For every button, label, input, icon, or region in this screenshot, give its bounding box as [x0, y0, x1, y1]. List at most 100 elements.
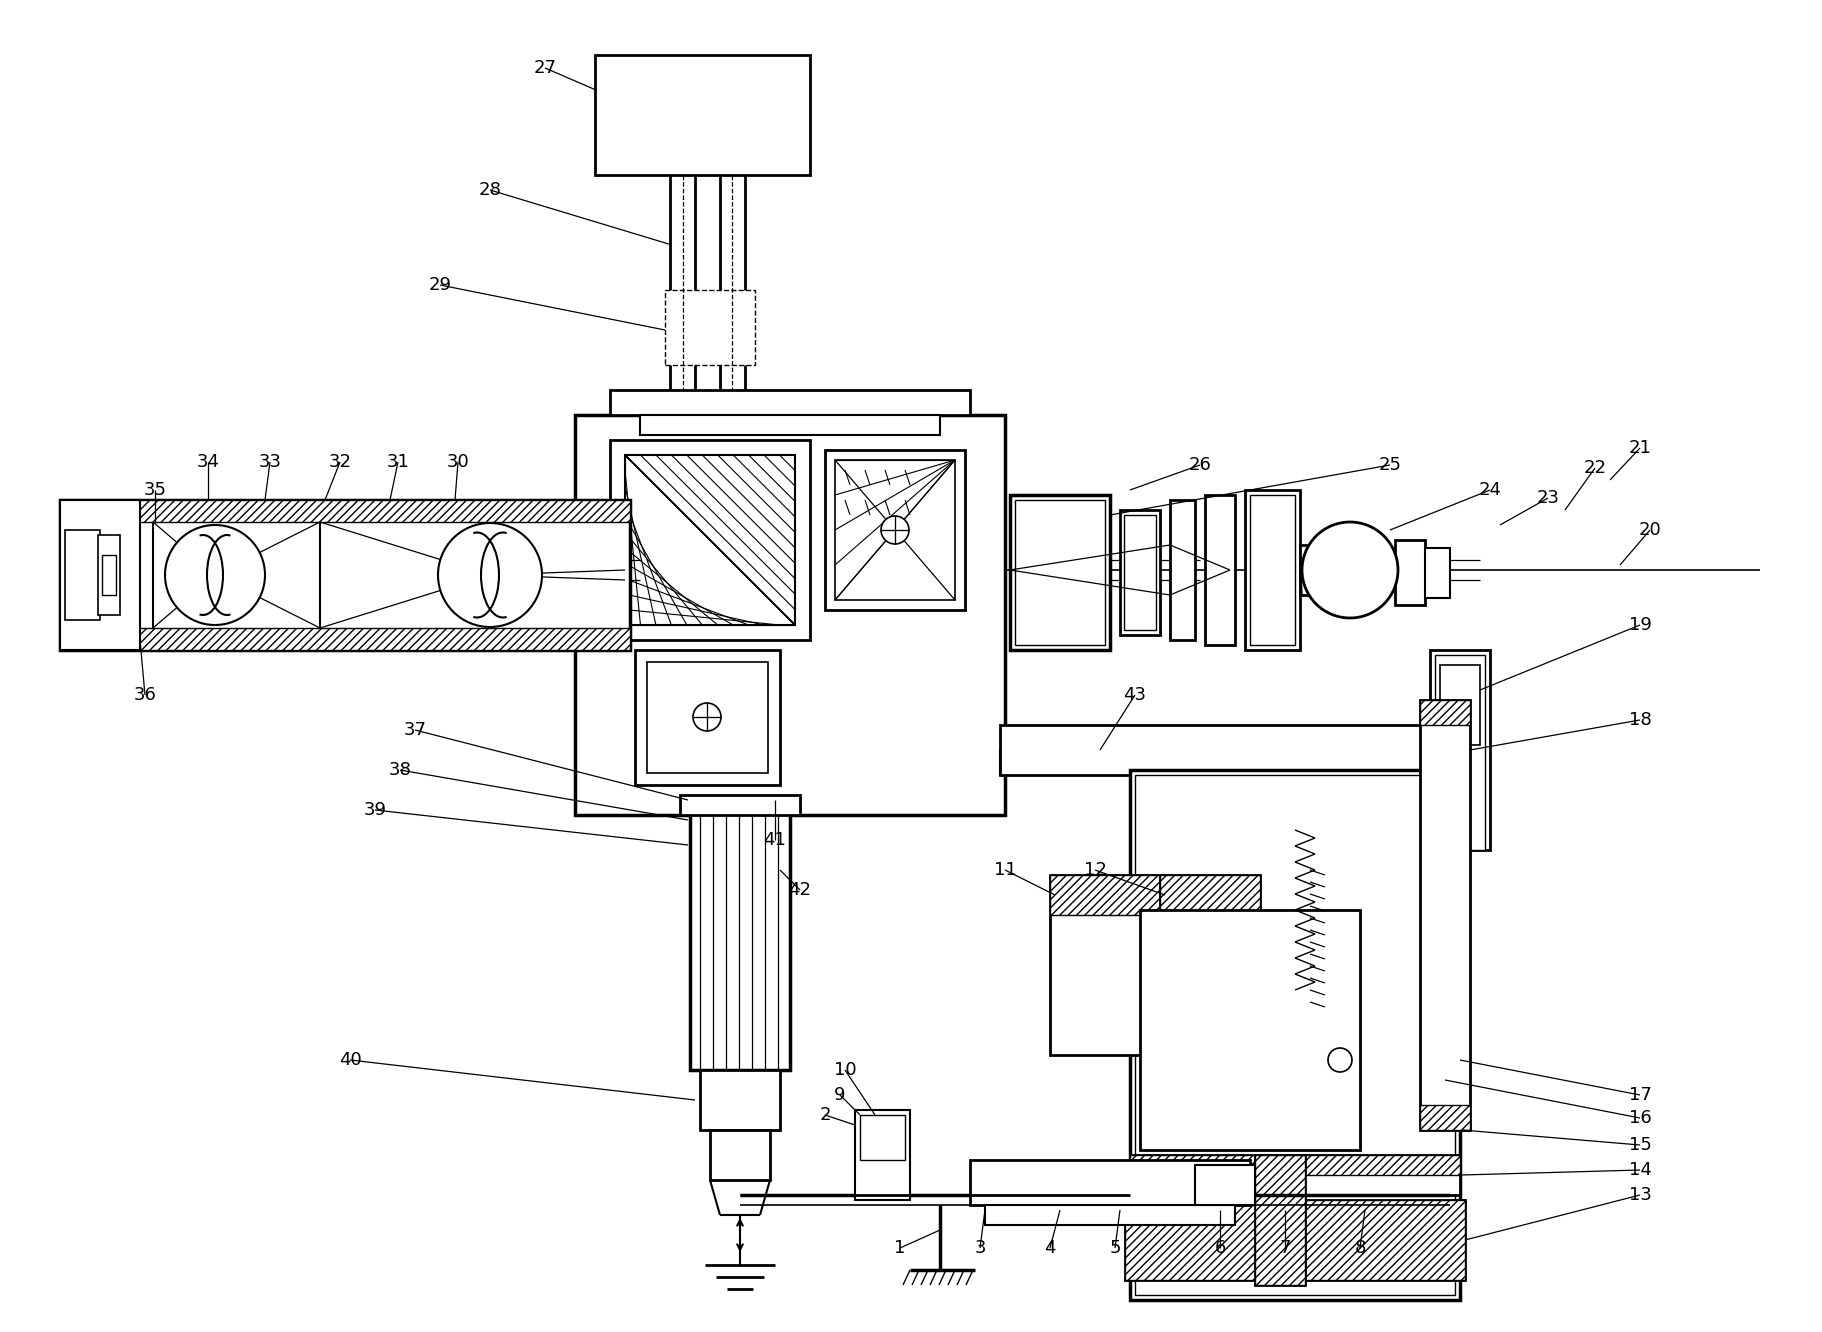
Bar — [1141, 910, 1359, 1150]
Bar — [700, 1070, 780, 1130]
Text: 33: 33 — [259, 453, 282, 472]
Bar — [1000, 725, 1430, 775]
Bar — [1255, 1155, 1305, 1285]
Circle shape — [166, 525, 264, 625]
Bar — [636, 650, 780, 785]
Bar — [855, 1110, 909, 1200]
Bar — [60, 500, 630, 650]
Bar — [1049, 875, 1161, 1055]
Bar — [1130, 1155, 1459, 1175]
Bar — [1310, 910, 1359, 1150]
Bar — [1419, 701, 1470, 1130]
Text: 8: 8 — [1354, 1239, 1366, 1257]
Text: 24: 24 — [1478, 481, 1501, 500]
Text: 3: 3 — [975, 1239, 986, 1257]
Text: 15: 15 — [1629, 1136, 1651, 1154]
Bar — [60, 500, 630, 522]
Text: 29: 29 — [428, 276, 452, 294]
Text: 31: 31 — [386, 453, 410, 472]
Text: 10: 10 — [834, 1062, 856, 1079]
Text: 4: 4 — [1044, 1239, 1055, 1257]
Bar — [1419, 1106, 1470, 1130]
Text: 34: 34 — [197, 453, 219, 472]
Bar — [680, 795, 800, 815]
Bar — [1124, 1200, 1465, 1280]
Text: 35: 35 — [144, 481, 166, 500]
Bar — [1161, 875, 1261, 1055]
Text: 20: 20 — [1638, 521, 1662, 539]
Bar — [1015, 500, 1104, 645]
Bar — [647, 662, 769, 773]
Text: 22: 22 — [1583, 460, 1607, 477]
Text: 36: 36 — [133, 686, 157, 705]
Text: 32: 32 — [328, 453, 352, 472]
Bar — [1396, 539, 1425, 605]
Text: 2: 2 — [820, 1106, 831, 1124]
Text: 39: 39 — [364, 801, 386, 819]
Text: 11: 11 — [993, 860, 1017, 879]
Bar — [1250, 496, 1295, 645]
Circle shape — [692, 703, 722, 731]
Text: 17: 17 — [1629, 1086, 1651, 1104]
Bar — [1141, 910, 1190, 1150]
Text: 26: 26 — [1188, 456, 1212, 474]
Bar — [98, 535, 120, 615]
Bar — [610, 440, 811, 639]
Bar — [691, 801, 791, 1070]
Bar — [711, 1130, 771, 1180]
Bar — [1255, 1155, 1305, 1285]
Text: 40: 40 — [339, 1051, 361, 1070]
Bar — [1161, 875, 1261, 915]
Circle shape — [1328, 1048, 1352, 1072]
Bar — [596, 55, 811, 174]
Bar — [1121, 510, 1161, 635]
Bar — [1049, 875, 1161, 915]
Text: 18: 18 — [1629, 711, 1651, 729]
Bar — [1430, 650, 1490, 850]
Text: 43: 43 — [1124, 686, 1146, 705]
Text: 9: 9 — [834, 1086, 845, 1104]
Bar — [1436, 655, 1485, 850]
Bar — [1130, 770, 1459, 1300]
Bar — [576, 416, 1006, 815]
Bar — [1170, 500, 1195, 639]
Circle shape — [882, 515, 909, 543]
Text: 41: 41 — [763, 831, 787, 848]
Bar — [825, 450, 966, 610]
Text: 42: 42 — [789, 880, 811, 899]
Bar — [640, 416, 940, 436]
Circle shape — [437, 523, 541, 627]
Text: 12: 12 — [1084, 860, 1106, 879]
Bar — [860, 1115, 906, 1160]
Text: 25: 25 — [1379, 456, 1401, 474]
Bar — [986, 1205, 1235, 1225]
Text: 37: 37 — [403, 721, 426, 739]
Bar — [1419, 701, 1470, 725]
Bar — [969, 1160, 1250, 1205]
Bar — [1195, 1166, 1255, 1205]
Bar — [834, 460, 955, 599]
Bar — [60, 500, 140, 650]
Bar — [1135, 775, 1456, 1295]
Text: 30: 30 — [446, 453, 470, 472]
Bar — [1130, 1155, 1459, 1195]
Bar — [102, 555, 117, 595]
Bar — [1000, 750, 1430, 775]
Bar — [60, 627, 630, 650]
Text: 14: 14 — [1629, 1162, 1651, 1179]
Bar — [1124, 1200, 1465, 1280]
Circle shape — [1303, 522, 1397, 618]
Bar — [1425, 547, 1450, 598]
Text: 21: 21 — [1629, 440, 1651, 457]
Text: 19: 19 — [1629, 615, 1651, 634]
Bar — [1124, 515, 1155, 630]
Bar — [625, 456, 794, 625]
Text: 38: 38 — [388, 761, 412, 779]
Text: 5: 5 — [1110, 1239, 1121, 1257]
Bar — [1244, 490, 1301, 650]
Bar — [610, 390, 969, 416]
Text: 13: 13 — [1629, 1185, 1651, 1204]
Bar — [1439, 665, 1479, 745]
Text: 27: 27 — [534, 59, 556, 77]
Text: 6: 6 — [1213, 1239, 1226, 1257]
